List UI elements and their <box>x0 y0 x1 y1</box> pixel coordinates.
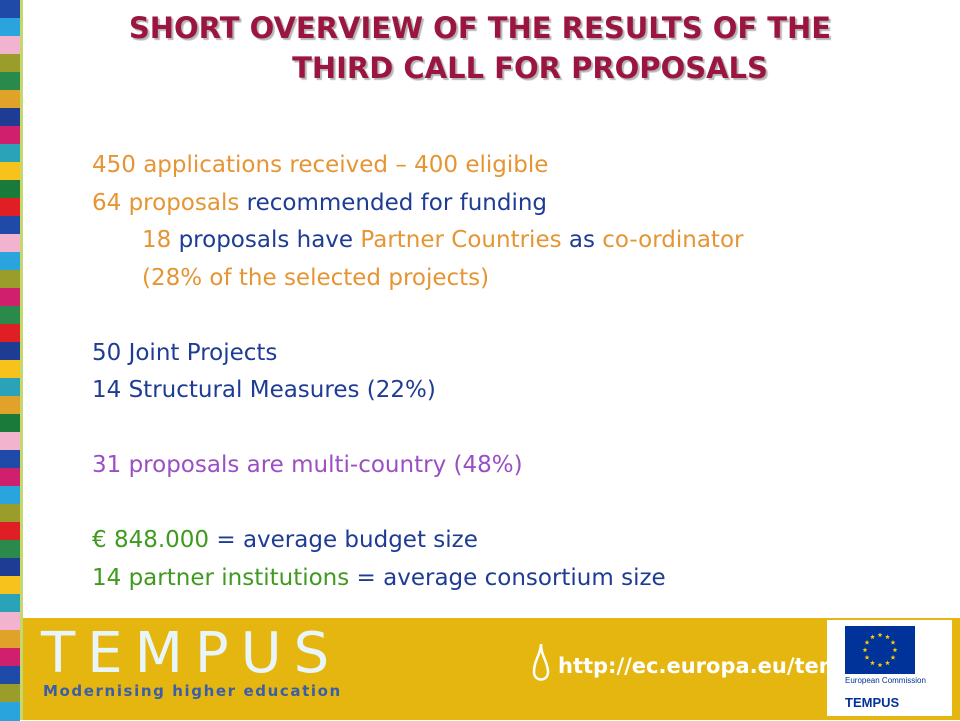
color-stripe-segment <box>0 450 20 469</box>
color-stripe-segment <box>0 108 20 127</box>
color-stripe-segment <box>0 18 20 37</box>
eu-commission-logo: European Commission TEMPUS <box>827 620 952 716</box>
color-stripe-segment <box>0 486 20 505</box>
stripe-divider-line <box>20 0 23 720</box>
text-segment: co-ordinator <box>602 227 744 253</box>
eu-star <box>890 639 896 645</box>
color-stripe-segment <box>0 468 20 487</box>
color-stripe-segment <box>0 702 20 721</box>
color-stripe-segment <box>0 36 20 55</box>
eu-star <box>870 634 875 640</box>
color-stripe-segment <box>0 612 20 631</box>
color-stripe-segment <box>0 396 20 415</box>
color-stripe-segment <box>0 0 20 19</box>
color-stripe-segment <box>0 306 20 325</box>
eu-star <box>885 660 890 666</box>
overview-line: (28% of the selected projects) <box>142 263 489 293</box>
text-segment: 450 applications received – 400 eligible <box>92 152 549 178</box>
color-stripe-segment <box>0 198 20 217</box>
color-stripe-segment <box>0 414 20 433</box>
color-stripe-segment <box>0 558 20 577</box>
eu-flag-icon <box>845 626 915 674</box>
overview-line: 50 Joint Projects <box>92 338 277 368</box>
eu-star <box>864 654 870 660</box>
text-segment: = average budget size <box>209 527 478 553</box>
color-stripe-segment <box>0 54 20 73</box>
text-segment: recommended for funding <box>246 189 548 216</box>
overview-line: 18 proposals have Partner Countries as c… <box>142 225 743 255</box>
color-stripe-segment <box>0 648 20 667</box>
color-stripe-segment <box>0 666 20 685</box>
tempus-wordmark: TEMPUS <box>41 621 342 686</box>
color-stripe-segment <box>0 288 20 307</box>
color-stripe-segment <box>0 162 20 181</box>
color-stripe-segment <box>0 594 20 613</box>
color-stripe-segment <box>0 234 20 253</box>
color-stripe-segment <box>0 252 20 271</box>
color-stripe-segment <box>0 270 20 289</box>
eu-star <box>877 662 883 668</box>
overview-line: 14 partner institutions = average consor… <box>92 563 666 593</box>
text-segment: Partner Countries <box>360 227 562 253</box>
eu-tempus-label: TEMPUS <box>845 695 900 710</box>
eu-star <box>864 639 870 645</box>
eu-star <box>870 660 875 666</box>
color-stripe-segment <box>0 126 20 145</box>
color-stripe-segment <box>0 522 20 541</box>
text-segment: 31 proposals are multi-country (48%) <box>92 452 523 478</box>
color-stripe-segment <box>0 684 20 703</box>
color-stripe-segment <box>0 432 20 451</box>
color-stripe-segment <box>0 144 20 163</box>
color-stripe-segment <box>0 180 20 199</box>
color-stripe-segment <box>0 630 20 649</box>
eu-star <box>877 632 883 638</box>
eu-star <box>890 654 896 660</box>
eu-commission-label: European Commission <box>845 676 926 685</box>
overview-line: 14 Structural Measures (22%) <box>92 375 436 405</box>
footer-banner: TEMPUS Modernising higher education http… <box>23 618 960 720</box>
eu-star <box>862 647 868 653</box>
eu-star <box>885 634 890 640</box>
color-stripe-segment <box>0 378 20 397</box>
color-stripe-segment <box>0 342 20 361</box>
color-stripe-segment <box>0 72 20 91</box>
color-stripe-segment <box>0 360 20 379</box>
color-stripe-segment <box>0 90 20 109</box>
text-segment: proposals have <box>178 227 361 253</box>
text-segment: 50 Joint Projects <box>92 339 278 366</box>
decorative-color-stripes <box>0 0 20 721</box>
tempus-tagline: Modernising higher education <box>43 682 342 700</box>
color-stripe-segment <box>0 540 20 559</box>
text-segment: (28% of the selected projects) <box>142 264 490 291</box>
pen-drop-icon <box>532 643 550 681</box>
overview-line: 450 applications received – 400 eligible <box>92 150 548 180</box>
color-stripe-segment <box>0 324 20 343</box>
color-stripe-segment <box>0 576 20 595</box>
text-segment: 14 partner institutions <box>92 564 350 591</box>
text-segment: 14 Structural Measures (22%) <box>92 377 436 403</box>
overview-line: € 848.000 = average budget size <box>92 525 478 555</box>
text-segment: = average consortium size <box>349 564 666 591</box>
eu-star <box>892 647 898 653</box>
title-line-2: THIRD CALL FOR PROPOSALS <box>292 51 768 85</box>
text-segment: 18 <box>142 227 179 253</box>
text-segment: as <box>561 227 603 253</box>
title-line-1: SHORT OVERVIEW OF THE RESULTS OF THE <box>128 11 832 45</box>
slide-title: SHORT OVERVIEW OF THE RESULTS OF THE THI… <box>30 8 930 88</box>
color-stripe-segment <box>0 216 20 235</box>
text-segment: 64 proposals <box>92 189 247 216</box>
overview-line: 64 proposals recommended for funding <box>92 188 547 218</box>
overview-line: 31 proposals are multi-country (48%) <box>92 450 523 480</box>
color-stripe-segment <box>0 504 20 523</box>
text-segment: € 848.000 <box>92 527 210 553</box>
